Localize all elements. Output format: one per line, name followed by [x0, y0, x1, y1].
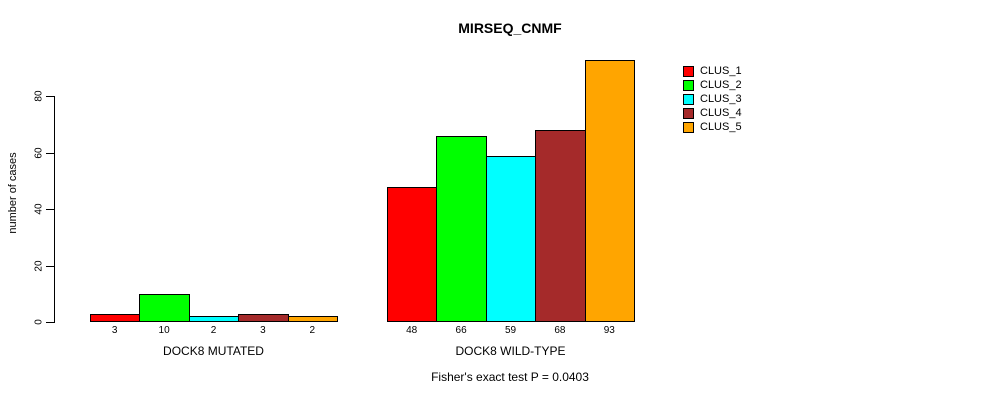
- bar-clus_2-mutated: [139, 293, 190, 322]
- legend-item-clus_3: CLUS_3: [683, 92, 742, 106]
- bar-value-label: 66: [455, 325, 467, 336]
- y-axis-tick-label: 60: [33, 147, 45, 159]
- bar-clus_4-mutated: [238, 313, 289, 322]
- y-axis-line: [54, 96, 55, 323]
- legend-swatch: [683, 79, 694, 91]
- y-axis-tick-label: 20: [33, 260, 45, 272]
- y-axis-tick: [46, 322, 54, 323]
- bar-value-label: 3: [260, 325, 266, 336]
- legend-swatch: [683, 107, 694, 119]
- legend-label: CLUS_1: [700, 65, 742, 77]
- bar-clus_3-wildtype: [485, 155, 537, 322]
- x-category-label-wildtype: DOCK8 WILD-TYPE: [455, 344, 566, 358]
- bar-value-label: 2: [210, 325, 217, 336]
- y-axis-tick: [46, 152, 54, 154]
- legend-label: CLUS_3: [700, 93, 742, 105]
- legend-item-clus_5: CLUS_5: [683, 120, 742, 134]
- legend-swatch: [683, 121, 694, 133]
- y-axis-tick: [46, 209, 54, 211]
- bar-clus_1-wildtype: [387, 186, 438, 322]
- bar-value-label: 2: [309, 325, 316, 336]
- legend-swatch: [683, 65, 694, 77]
- legend-label: CLUS_2: [700, 79, 742, 91]
- legend-label: CLUS_5: [700, 121, 742, 133]
- y-axis-tick-label: 40: [33, 203, 45, 215]
- legend-item-clus_1: CLUS_1: [683, 64, 742, 78]
- x-category-label-mutated: DOCK8 MUTATED: [163, 344, 264, 358]
- bar-clus_5-mutated: [287, 316, 338, 322]
- y-axis-tick-label: 0: [33, 319, 45, 325]
- y-axis-tick: [46, 265, 54, 267]
- legend-item-clus_2: CLUS_2: [683, 78, 742, 92]
- bar-value-label: 10: [158, 325, 170, 336]
- chart-title: MIRSEQ_CNMF: [458, 20, 562, 36]
- bar-clus_1-mutated: [90, 313, 141, 322]
- bar-value-label: 48: [406, 325, 418, 336]
- legend-swatch: [683, 93, 694, 105]
- bar-value-label: 3: [111, 325, 118, 336]
- fisher-test-annotation: Fisher's exact test P = 0.0403: [431, 370, 589, 384]
- bar-value-label: 68: [554, 325, 566, 336]
- bar-clus_2-wildtype: [436, 135, 487, 322]
- y-axis-tick-label: 80: [33, 90, 45, 102]
- bar-clus_4-wildtype: [535, 130, 586, 322]
- bar-value-label: 93: [603, 325, 615, 336]
- bar-value-label: 59: [504, 325, 517, 336]
- legend-item-clus_4: CLUS_4: [683, 106, 742, 120]
- bar-clus_5-wildtype: [584, 59, 635, 322]
- bar-clus_3-mutated: [188, 316, 240, 322]
- legend-label: CLUS_4: [700, 107, 742, 119]
- legend: CLUS_1 CLUS_2 CLUS_3 CLUS_4 CLUS_5: [683, 64, 742, 134]
- y-axis-tick: [46, 96, 54, 98]
